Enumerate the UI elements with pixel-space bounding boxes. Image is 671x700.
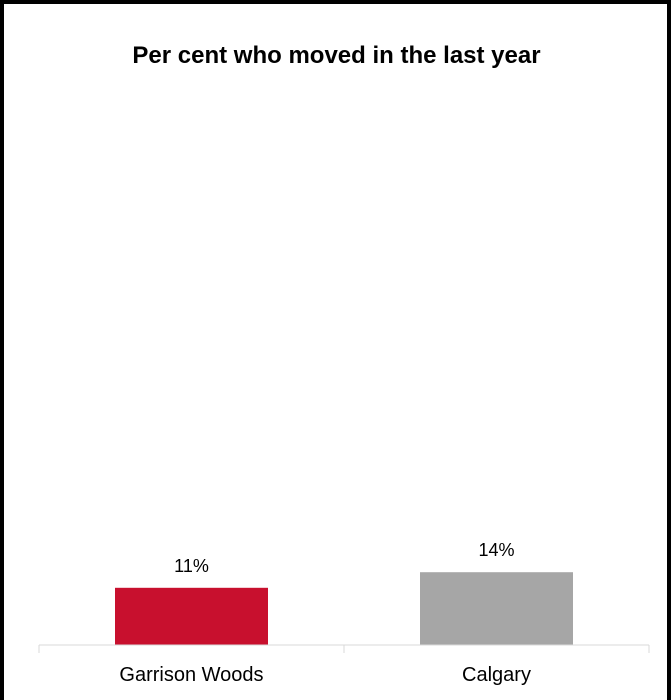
chart-title: Per cent who moved in the last year [132, 42, 541, 69]
bar-garrison-woods [115, 587, 268, 645]
bar-calgary [420, 572, 573, 645]
x-tick-label: Calgary [462, 664, 531, 686]
bars-group [115, 572, 573, 645]
data-label: 14% [478, 540, 514, 560]
x-axis: Garrison Woods Calgary [38, 644, 650, 686]
data-label: 11% [174, 556, 209, 576]
x-tick-label: Garrison Woods [119, 664, 263, 686]
labels-group: 11% 14% [174, 540, 514, 576]
